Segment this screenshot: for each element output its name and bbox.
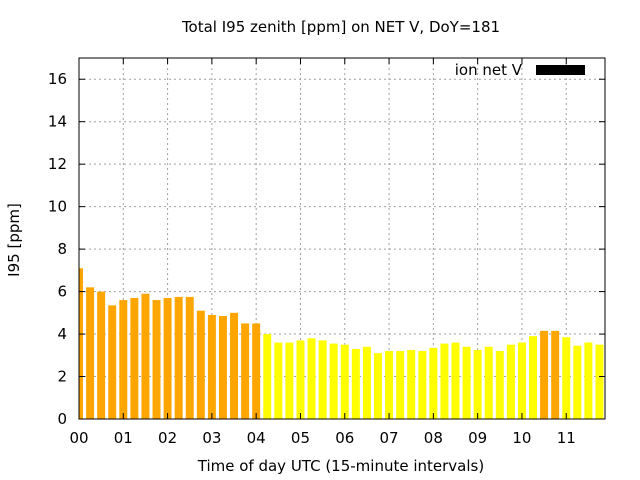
bar: [241, 323, 250, 419]
x-tick-label: 04: [247, 429, 266, 447]
y-tick-label: 16: [48, 70, 67, 88]
bar: [196, 310, 205, 419]
x-tick-label: 07: [380, 429, 399, 447]
x-tick-label: 11: [557, 429, 576, 447]
x-tick-label: 08: [424, 429, 443, 447]
bar: [396, 351, 405, 419]
bar: [274, 342, 283, 419]
bars: [79, 268, 604, 419]
chart-title: Total I95 zenith [ppm] on NET V, DoY=181: [181, 18, 500, 36]
y-tick-label: 14: [48, 113, 67, 131]
legend: ion net V: [455, 61, 585, 79]
x-tick-label: 05: [291, 429, 310, 447]
bar: [517, 342, 526, 419]
bar: [218, 316, 227, 419]
bar: [495, 351, 504, 419]
bar: [573, 345, 582, 419]
bar: [97, 291, 106, 419]
bar: [351, 348, 360, 419]
bar: [207, 314, 216, 419]
bar: [451, 342, 460, 419]
bar: [174, 296, 183, 419]
bar: [407, 349, 416, 419]
legend-label: ion net V: [455, 61, 523, 79]
bar: [584, 342, 593, 419]
y-axis-label: I95 [ppm]: [5, 203, 23, 277]
x-axis-label: Time of day UTC (15-minute intervals): [197, 457, 484, 475]
y-tick-label: 8: [57, 240, 67, 258]
bar: [540, 330, 549, 419]
plot-frame: [78, 57, 606, 420]
bar: [385, 351, 394, 419]
bar: [595, 344, 604, 419]
x-tick-label: 06: [335, 429, 354, 447]
y-tick-label: 2: [57, 368, 67, 386]
bar: [152, 300, 161, 419]
bar: [529, 336, 538, 419]
y-tick-label: 10: [48, 198, 67, 216]
bar: [318, 340, 327, 419]
bar: [130, 297, 139, 419]
bar: [163, 297, 172, 419]
bar: [79, 268, 83, 419]
bar: [551, 330, 560, 419]
bar: [108, 305, 117, 419]
bar: [86, 287, 95, 419]
bar: [285, 342, 294, 419]
bar: [119, 300, 128, 419]
x-tick-label: 00: [69, 429, 88, 447]
bar: [185, 296, 194, 419]
bar: [329, 343, 338, 419]
bar: [506, 344, 515, 419]
y-tick-label: 6: [57, 283, 67, 301]
bar: [562, 337, 571, 419]
y-tick-label: 0: [57, 410, 67, 428]
x-tick-label: 09: [468, 429, 487, 447]
bar: [252, 323, 261, 419]
bar: [263, 334, 272, 419]
bar: [307, 338, 316, 419]
bar: [141, 293, 150, 419]
bar: [374, 353, 382, 419]
bar: [462, 346, 471, 419]
bar: [429, 347, 438, 419]
legend-swatch: [536, 65, 585, 75]
x-tick-label: 02: [158, 429, 177, 447]
x-tick-label: 01: [114, 429, 133, 447]
bar: [473, 349, 482, 419]
bar: [484, 346, 493, 419]
bar: [440, 343, 449, 419]
y-tick-label: 4: [57, 325, 67, 343]
bar: [340, 344, 349, 419]
bar: [230, 312, 239, 419]
y-tick-label: 12: [48, 155, 67, 173]
bar: [362, 346, 371, 419]
x-tick-label: 03: [202, 429, 221, 447]
bar: [418, 351, 427, 419]
bar: [296, 340, 305, 419]
x-tick-label: 10: [512, 429, 531, 447]
